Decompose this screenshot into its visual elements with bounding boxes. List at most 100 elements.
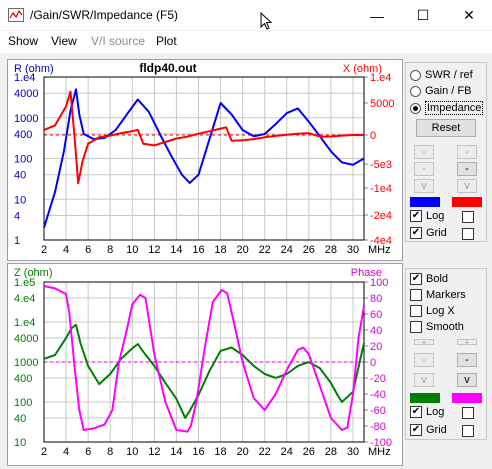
left-scale-down-button[interactable]: v — [414, 179, 434, 193]
top-grid-right-checkbox[interactable] — [462, 228, 474, 240]
top-log-right-checkbox[interactable] — [462, 211, 474, 223]
left-z-scale-plus-button[interactable]: + — [414, 338, 434, 347]
right-phase-scale-minus-button[interactable]: - — [457, 353, 477, 367]
left-z-scale-minus-button[interactable]: - — [414, 353, 434, 367]
right-scale-up-button[interactable]: - — [457, 145, 477, 159]
x-color-swatch[interactable] — [452, 197, 482, 207]
x-tick-label: 14 — [170, 244, 182, 256]
radio-swr-ref-indicator[interactable] — [410, 69, 421, 81]
mouse-cursor-icon — [260, 11, 273, 33]
y-tick-label: 1.e5 — [14, 277, 35, 289]
right-scale-down-button[interactable]: v — [457, 179, 477, 193]
impedance-z-phase-chart[interactable]: 2 4 6 8 10 12 14 16 18 20 22 24 26 28 30 MHz 10 40 100 400 1… — [7, 263, 403, 466]
y-tick-label: 40 — [14, 413, 26, 425]
smooth-label: Smooth — [426, 321, 464, 333]
y-tick-label: 10 — [14, 437, 26, 449]
x-tick-label: 28 — [325, 244, 337, 256]
top-log-check-indicator[interactable]: ✔ — [410, 210, 422, 222]
title-bar: /Gain/SWR/Impedance (F5) — ☐ ✕ — [0, 0, 492, 31]
radio-impedance-indicator[interactable] — [410, 102, 421, 114]
y-tick-label: 400 — [14, 373, 32, 385]
x-tick-label: 30 — [347, 244, 359, 256]
y-tick-label: 100 — [14, 154, 32, 166]
y2-tick-label: -80 — [370, 421, 386, 433]
left-z-scale-down-button[interactable]: v — [414, 373, 434, 387]
smooth-checkbox[interactable]: Smooth — [410, 321, 464, 333]
maximize-button[interactable]: ☐ — [416, 7, 430, 23]
markers-check-indicator[interactable] — [410, 289, 422, 301]
left-scale-minus-button[interactable]: - — [414, 162, 434, 176]
logx-checkbox[interactable]: Log X — [410, 305, 455, 317]
radio-impedance-label: Impedance — [425, 101, 484, 115]
y2-axis-label: X (ohm) — [343, 63, 382, 75]
x-tick-label: 16 — [192, 244, 204, 256]
window-title: /Gain/SWR/Impedance (F5) — [30, 8, 179, 22]
impedance-rx-chart[interactable]: 2 4 6 8 10 12 14 16 18 20 22 24 26 28 30 MHz 1 4 10 40 100 40… — [7, 59, 403, 261]
x-tick-label: 22 — [259, 446, 271, 458]
y2-axis-label: Phase — [351, 267, 382, 279]
y-axis-label: Z (ohm) — [14, 267, 53, 279]
menu-vi-source[interactable]: V/I source — [91, 34, 146, 48]
menu-view[interactable]: View — [51, 34, 77, 48]
left-scale-up-button[interactable]: - — [414, 145, 434, 159]
markers-label: Markers — [426, 289, 466, 301]
y-tick-label: 100 — [14, 397, 32, 409]
y-tick-label: 1 — [14, 235, 20, 247]
bottom-log-check-indicator[interactable]: ✔ — [410, 406, 422, 418]
series-line-x — [43, 90, 364, 185]
radio-gain-fb[interactable]: Gain / FB — [410, 85, 471, 97]
bottom-grid-right-checkbox[interactable] — [462, 425, 474, 437]
radio-impedance[interactable]: Impedance — [410, 101, 484, 115]
menu-bar: Show View V/I source Plot — [0, 31, 492, 53]
bottom-log-checkbox[interactable]: ✔ Log — [410, 406, 444, 418]
rx-plot-canvas: 2 4 6 8 10 12 14 16 18 20 22 24 26 28 30 MHz14104010040… — [14, 61, 394, 256]
bold-check-indicator[interactable]: ✔ — [410, 273, 422, 285]
x-tick-label: 4 — [63, 446, 69, 458]
series-line-phase — [43, 285, 365, 433]
reset-button[interactable]: Reset — [416, 119, 476, 137]
x-tick-label: 20 — [236, 244, 248, 256]
right-phase-scale-plus-button[interactable]: + — [457, 338, 477, 347]
y2-tick-label: 0 — [370, 130, 376, 142]
y2-tick-label: 5000 — [370, 98, 394, 110]
minimize-button[interactable]: — — [370, 7, 384, 24]
phase-color-swatch[interactable] — [452, 393, 482, 403]
x-tick-label: 10 — [126, 446, 138, 458]
r-color-swatch[interactable] — [410, 197, 440, 207]
x-unit-label: MHz — [368, 446, 391, 458]
x-tick-label: 22 — [259, 244, 271, 256]
logx-check-indicator[interactable] — [410, 305, 422, 317]
x-tick-label: 12 — [148, 446, 160, 458]
z-color-swatch[interactable] — [410, 393, 440, 403]
y2-tick-label: -60 — [370, 405, 386, 417]
smooth-check-indicator[interactable] — [410, 321, 422, 333]
top-log-checkbox[interactable]: ✔ Log — [410, 210, 444, 222]
close-button[interactable]: ✕ — [463, 7, 475, 23]
y-tick-label: 4000 — [14, 88, 38, 100]
bottom-grid-check-indicator[interactable]: ✔ — [410, 424, 422, 436]
y-tick-label: 4 — [14, 210, 20, 222]
y-tick-label: 400 — [14, 129, 32, 141]
y-tick-label: 1000 — [14, 113, 38, 125]
bold-checkbox[interactable]: ✔ Bold — [410, 273, 448, 285]
radio-swr-ref[interactable]: SWR / ref — [410, 69, 473, 81]
right-scale-minus-button[interactable]: - — [457, 162, 477, 176]
right-phase-scale-down-button[interactable]: v — [457, 373, 477, 387]
radio-gain-fb-indicator[interactable] — [410, 85, 421, 97]
y-tick-label: 40 — [14, 170, 26, 182]
menu-plot[interactable]: Plot — [156, 34, 177, 48]
bottom-log-right-checkbox[interactable] — [462, 407, 474, 419]
y2-tick-label: -20 — [370, 373, 386, 385]
z-phase-plot-canvas: 2 4 6 8 10 12 14 16 18 20 22 24 26 28 30 MHz10401004001… — [14, 267, 392, 458]
bottom-grid-checkbox[interactable]: ✔ Grid — [410, 424, 447, 436]
x-tick-label: 14 — [170, 446, 182, 458]
markers-checkbox[interactable]: Markers — [410, 289, 466, 301]
y2-tick-label: 1.e4 — [370, 72, 391, 84]
x-tick-label: 20 — [236, 446, 248, 458]
top-grid-checkbox[interactable]: ✔ Grid — [410, 227, 447, 239]
top-grid-label: Grid — [426, 227, 447, 239]
top-grid-check-indicator[interactable]: ✔ — [410, 227, 422, 239]
y2-tick-label: -1e4 — [370, 183, 392, 195]
menu-show[interactable]: Show — [8, 34, 39, 48]
bold-label: Bold — [426, 273, 449, 285]
